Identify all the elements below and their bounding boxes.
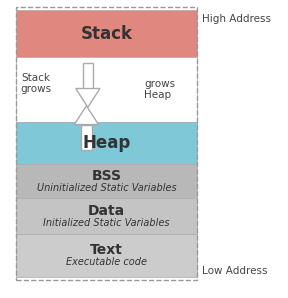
Text: Uninitialized Static Variables: Uninitialized Static Variables bbox=[37, 183, 176, 193]
Bar bbox=[16, 10, 197, 57]
Text: Data: Data bbox=[88, 204, 125, 218]
Bar bbox=[16, 234, 197, 277]
Bar bbox=[16, 164, 197, 198]
Text: Low Address: Low Address bbox=[202, 266, 267, 276]
Bar bbox=[16, 122, 197, 164]
Bar bbox=[83, 63, 93, 89]
Text: Heap: Heap bbox=[82, 134, 131, 152]
Text: Text: Text bbox=[90, 243, 123, 257]
Polygon shape bbox=[76, 89, 100, 107]
Bar bbox=[16, 7, 197, 280]
Text: grows
Heap: grows Heap bbox=[144, 79, 175, 100]
Bar bbox=[81, 125, 92, 150]
Text: BSS: BSS bbox=[92, 169, 122, 183]
Bar bbox=[16, 198, 197, 234]
Text: Stack
grows: Stack grows bbox=[20, 73, 52, 94]
Text: Executable code: Executable code bbox=[66, 257, 147, 267]
Text: Stack: Stack bbox=[81, 24, 132, 43]
Bar bbox=[16, 57, 197, 122]
Text: Initialized Static Variables: Initialized Static Variables bbox=[43, 218, 170, 228]
Polygon shape bbox=[74, 106, 98, 125]
Text: High Address: High Address bbox=[202, 14, 271, 24]
